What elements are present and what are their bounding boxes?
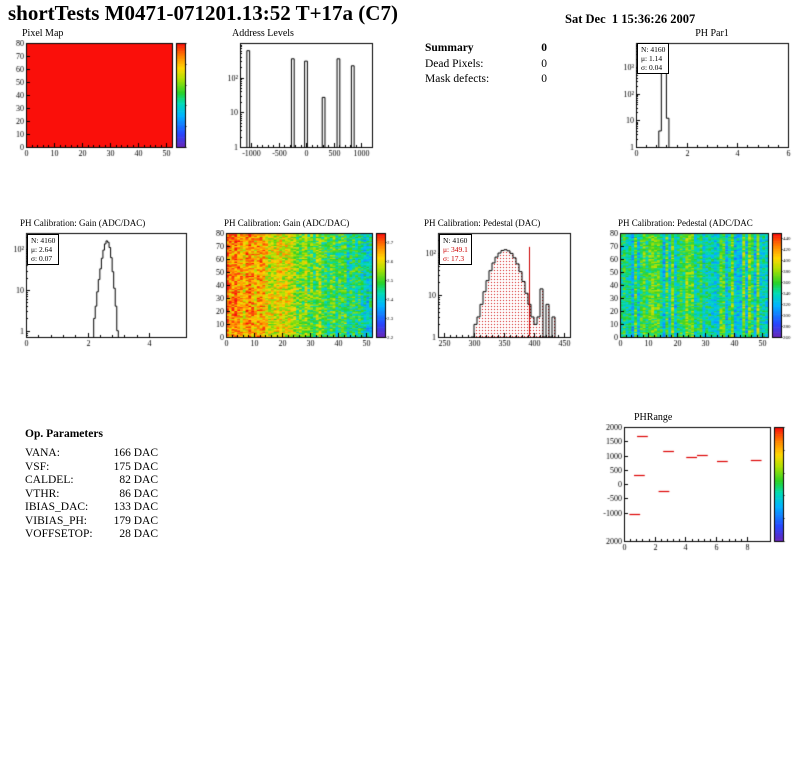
panel-title-ph-range: PHRange [634, 412, 673, 423]
stat-entries: N: 4160 [641, 45, 666, 54]
op-row-vibias-ph: VIBIAS_PH: 179 DAC [25, 515, 158, 529]
op-label: VANA: [25, 447, 60, 459]
op-value: 166 DAC [113, 447, 158, 459]
panel-gain-hist: PH Calibration: Gain (ADC/DAC) N: 4160 μ… [6, 218, 208, 360]
op-label: VTHR: [25, 487, 60, 500]
op-label: VOFFSETOP: [25, 528, 93, 540]
stats-box-pedestal: N: 4160 μ: 349.1 σ: 17.3 [439, 234, 472, 265]
op-value: 133 DAC [113, 501, 158, 513]
dead-pixels-label: Dead Pixels: [425, 57, 484, 70]
panel-ph-range: PHRange [596, 412, 796, 564]
stat-mean: μ: 1.14 [641, 54, 663, 63]
op-label: IBIAS_DAC: [25, 501, 89, 513]
dead-pixels-value: 0 [541, 57, 547, 70]
op-row-ibias-dac: IBIAS_DAC: 133 DAC [25, 501, 158, 515]
page-title: shortTests M0471-071201.13:52 T+17a (C7) [8, 1, 398, 25]
op-row-vsf: VSF: 175 DAC [25, 461, 158, 475]
op-row-vthr: VTHR: 86 DAC [25, 488, 158, 502]
address-levels-histogram [224, 40, 386, 166]
panel-ph-par1: PH Par1 N: 4160 μ: 1.14 σ: 0.04 [612, 28, 796, 168]
mask-defects-value: 0 [541, 73, 547, 85]
stat-entries: N: 4160 [443, 236, 468, 245]
summary-value: 0 [541, 42, 547, 54]
timestamp: Sat Dec 1 15:36:26 2007 [565, 12, 696, 26]
pixel-map-heatmap [6, 40, 208, 166]
gain-heatmap [208, 230, 404, 356]
pedestal-heatmap [604, 230, 796, 356]
op-label: CALDEL: [25, 474, 74, 486]
op-value: 28 DAC [119, 528, 158, 540]
summary-row-mask-defects: Mask defects: 0 [425, 73, 547, 85]
panel-pedestal-hist: PH Calibration: Pedestal (DAC) N: 4160 μ… [418, 218, 580, 360]
summary-row-dead-pixels: Dead Pixels: 0 [425, 58, 547, 70]
op-value: 179 DAC [113, 514, 158, 527]
panel-title-address-levels: Address Levels [232, 28, 294, 39]
stat-mean: μ: 2.64 [31, 245, 53, 254]
stat-entries: N: 4160 [31, 236, 56, 245]
op-label: VSF: [25, 460, 50, 473]
panel-title-pixel-map: Pixel Map [22, 28, 64, 39]
panel-title-pedestal-map: PH Calibration: Pedestal (ADC/DAC [618, 218, 753, 228]
stat-sigma: σ: 0.04 [641, 63, 663, 72]
op-label: VIBIAS_PH: [25, 514, 87, 527]
stats-box-ph-par1: N: 4160 μ: 1.14 σ: 0.04 [637, 43, 670, 74]
summary-block: Summary 0 Dead Pixels: 0 Mask defects: 0 [425, 42, 547, 89]
op-value: 175 DAC [113, 460, 158, 473]
panel-title-gain-map: PH Calibration: Gain (ADC/DAC) [224, 218, 350, 228]
panel-title-pedestal-hist: PH Calibration: Pedestal (DAC) [424, 218, 541, 228]
summary-title: Summary [425, 42, 474, 54]
op-parameters-title: Op. Parameters [25, 428, 103, 440]
panel-title-ph-par1: PH Par1 [695, 28, 729, 39]
stats-box-gain: N: 4160 μ: 2.64 σ: 0.07 [27, 234, 60, 265]
op-value: 82 DAC [119, 474, 158, 486]
stat-mean: μ: 349.1 [443, 245, 468, 254]
panel-pixel-map: Pixel Map [6, 28, 208, 168]
op-value: 86 DAC [119, 487, 158, 500]
panel-pedestal-map: PH Calibration: Pedestal (ADC/DAC [604, 218, 796, 360]
stat-sigma: σ: 0.07 [31, 254, 53, 263]
mask-defects-label: Mask defects: [425, 73, 490, 85]
summary-header-row: Summary 0 [425, 42, 547, 54]
panel-gain-map: PH Calibration: Gain (ADC/DAC) [208, 218, 404, 360]
op-row-caldel: CALDEL: 82 DAC [25, 474, 158, 488]
panel-title-gain-hist: PH Calibration: Gain (ADC/DAC) [20, 218, 146, 228]
op-row-vana: VANA: 166 DAC [25, 447, 158, 461]
op-row-voffsetop: VOFFSETOP: 28 DAC [25, 528, 158, 542]
stat-sigma: σ: 17.3 [443, 254, 465, 263]
panel-address-levels: Address Levels [224, 28, 386, 168]
op-parameters-block: Op. Parameters VANA: 166 DAC VSF: 175 DA… [25, 428, 158, 542]
ph-range-plot [596, 424, 796, 562]
